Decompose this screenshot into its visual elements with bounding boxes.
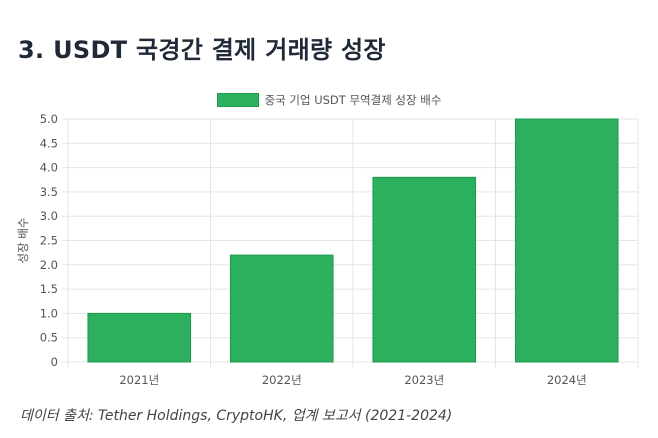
x-tick-label: 2022년 bbox=[262, 373, 302, 387]
bar-2024년 bbox=[514, 118, 619, 363]
y-axis-label: 성장 배수 bbox=[16, 218, 30, 264]
legend-label: 중국 기업 USDT 무역결제 성장 배수 bbox=[264, 93, 442, 107]
bar-2023년 bbox=[372, 176, 477, 363]
bar-chart: 0 0.5 1.0 1.5 2.0 2.5 3.0 3.5 4.0 4.5 5.0 2021년 2022… bbox=[16, 112, 639, 387]
y-tick-label: 2.0 bbox=[40, 258, 58, 272]
x-tick-label: 2023년 bbox=[404, 373, 444, 387]
y-tick-label: 3.0 bbox=[40, 209, 58, 223]
bar-2021년 bbox=[87, 312, 192, 363]
y-tick-label: 3.5 bbox=[40, 185, 58, 199]
legend-swatch bbox=[216, 93, 259, 107]
y-tick-label: 1.5 bbox=[40, 282, 58, 296]
chart-legend[interactable]: 중국 기업 USDT 무역결제 성장 배수 bbox=[0, 92, 658, 108]
x-tick-label: 2024년 bbox=[547, 373, 587, 387]
page-title: 3. USDT 국경간 결제 거래량 성장 bbox=[18, 36, 386, 64]
y-tick-label: 2.5 bbox=[40, 234, 58, 248]
x-tick-label: 2021년 bbox=[119, 373, 159, 387]
y-tick-label: 4.0 bbox=[40, 161, 58, 175]
y-tick-label: 4.5 bbox=[40, 136, 58, 150]
y-tick-label: 0.5 bbox=[40, 331, 58, 345]
y-tick-label: 1.0 bbox=[40, 306, 58, 320]
source-note: 데이터 출처: Tether Holdings, CryptoHK, 업계 보고… bbox=[20, 408, 453, 424]
bar-2022년 bbox=[229, 254, 334, 363]
y-tick-label: 0 bbox=[51, 355, 58, 369]
y-tick-label: 5.0 bbox=[40, 112, 58, 126]
